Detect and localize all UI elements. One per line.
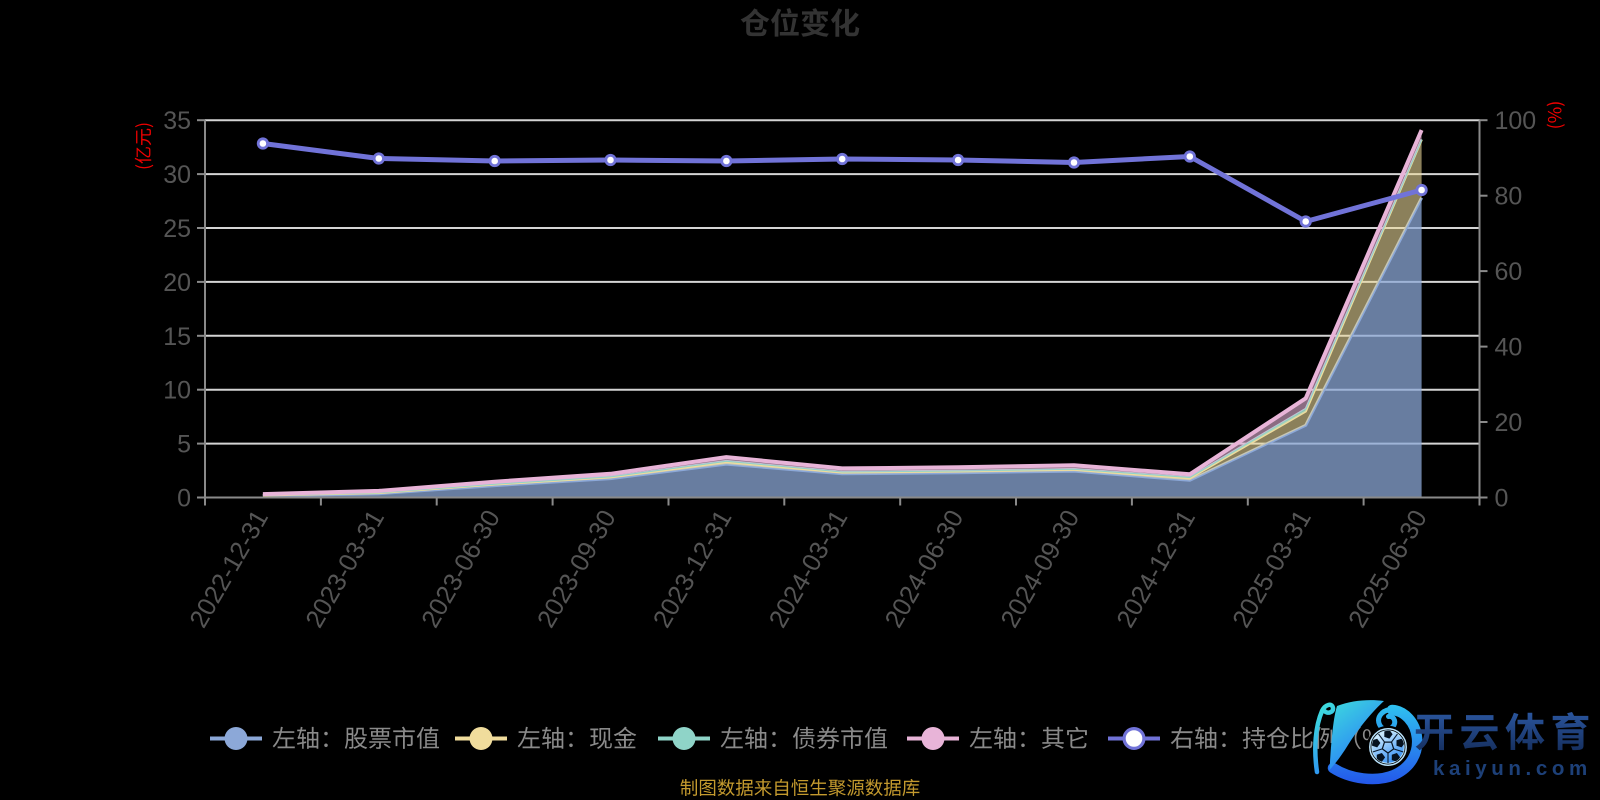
svg-text:15: 15 bbox=[163, 323, 191, 351]
svg-text:30: 30 bbox=[163, 161, 191, 189]
svg-text:40: 40 bbox=[1495, 334, 1523, 362]
svg-text:20: 20 bbox=[1495, 409, 1523, 437]
svg-text:10: 10 bbox=[163, 377, 191, 405]
svg-text:5: 5 bbox=[177, 431, 191, 459]
svg-text:100: 100 bbox=[1495, 107, 1537, 135]
svg-text:0: 0 bbox=[177, 485, 191, 513]
svg-text:80: 80 bbox=[1495, 183, 1523, 211]
svg-text:kaiyun.com: kaiyun.com bbox=[1433, 757, 1592, 780]
svg-text:25: 25 bbox=[163, 215, 191, 243]
svg-text:60: 60 bbox=[1495, 258, 1523, 286]
svg-text:20: 20 bbox=[163, 269, 191, 297]
svg-text:0: 0 bbox=[1495, 485, 1509, 513]
svg-text:35: 35 bbox=[163, 107, 191, 135]
